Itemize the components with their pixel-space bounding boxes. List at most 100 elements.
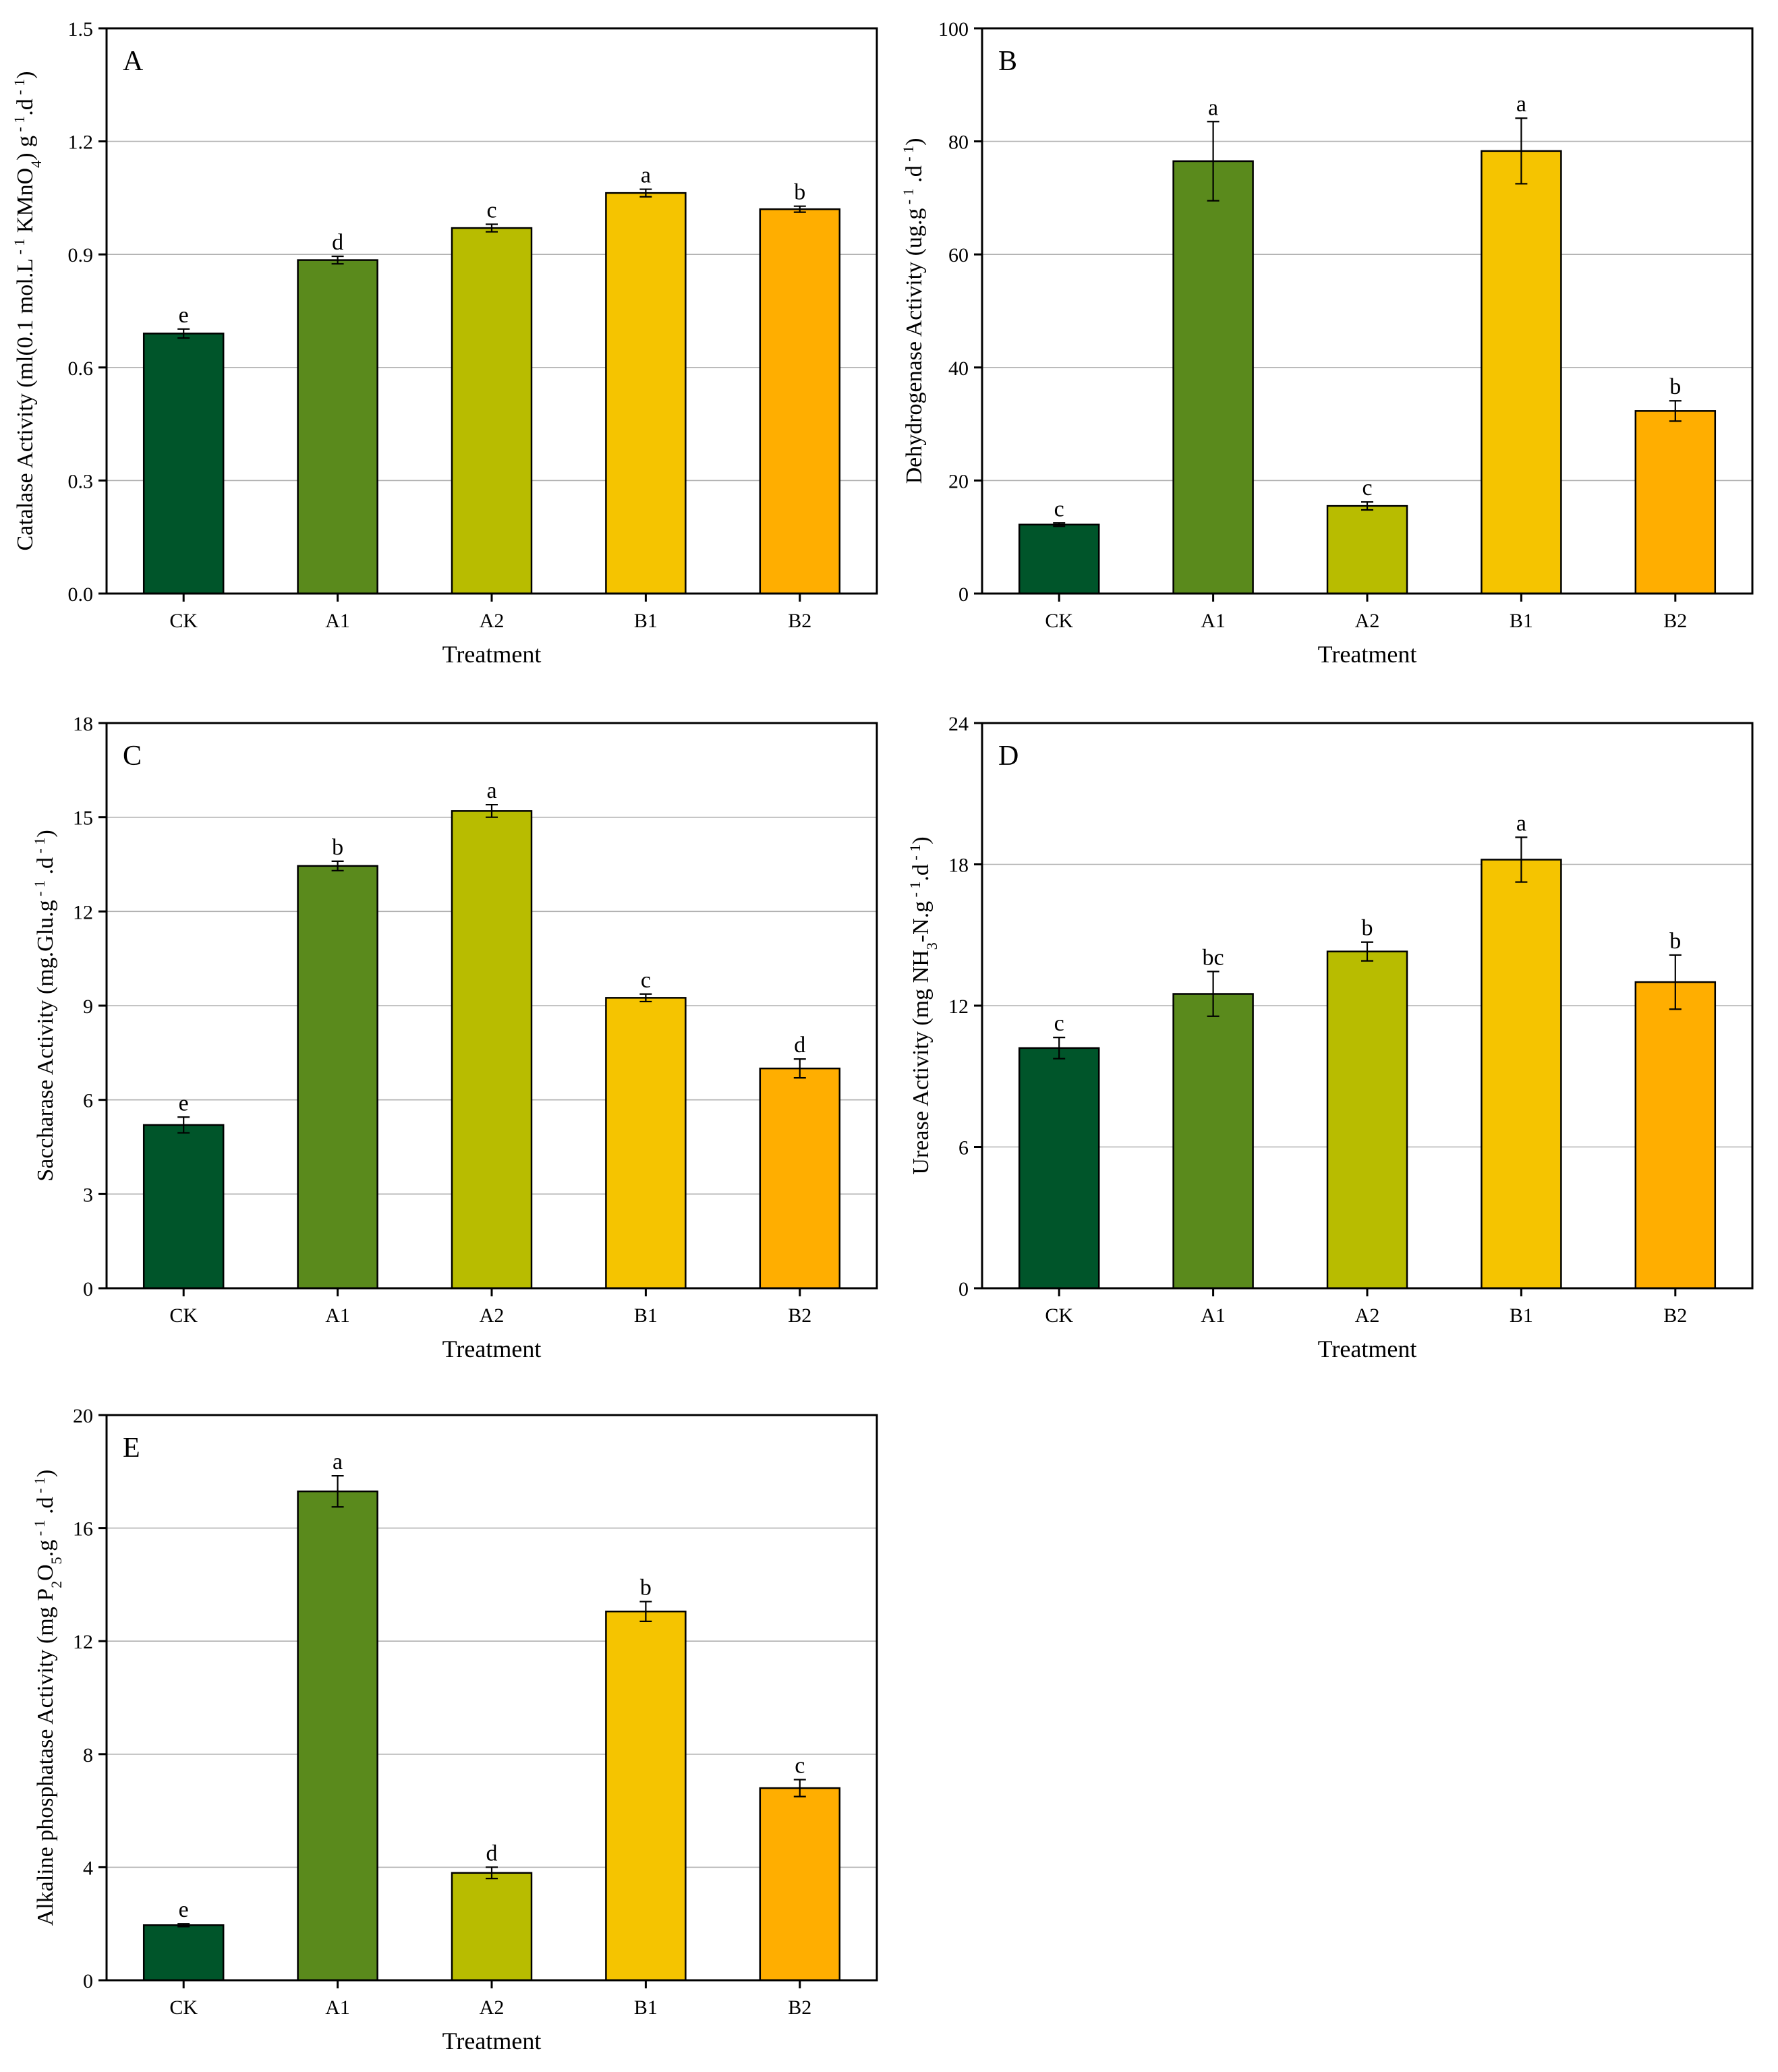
x-tick-label: A2 [480, 1996, 505, 2019]
y-tick-label: 8 [83, 1744, 93, 1766]
y-tick-label: 6 [83, 1090, 93, 1112]
significance-letter: c [1362, 476, 1372, 500]
significance-letter: a [641, 163, 651, 188]
x-tick-label: B2 [788, 1996, 811, 2019]
y-axis-label: Saccharase Activity (mg.Glu.g - 1 .d - 1… [31, 830, 59, 1181]
y-tick-label: 12 [73, 901, 93, 923]
bar-a1 [1172, 993, 1254, 1290]
bar-b1 [605, 1610, 687, 1982]
significance-letter: e [179, 303, 189, 328]
y-tick-label: 15 [73, 807, 93, 830]
significance-letter: c [641, 968, 651, 993]
x-tick-label: A1 [325, 1996, 350, 2019]
significance-letter: a [486, 778, 496, 803]
x-tick-label: CK [1045, 1304, 1073, 1327]
x-tick-label: B1 [634, 610, 658, 632]
y-ticks: 0.0 0.3 0.6 0.9 1.2 1.5 [68, 18, 107, 606]
bar-ck [1018, 523, 1100, 595]
y-tick-label: 0 [83, 1278, 93, 1300]
x-axis-label: Treatment [442, 1335, 542, 1362]
y-tick-label: 0 [958, 583, 969, 606]
x-axis-label: Treatment [442, 641, 542, 668]
x-tick-label: CK [1045, 610, 1073, 632]
y-tick-label: 0 [83, 1970, 93, 1992]
panel-e-alkaline-phosphatase: e a d b c 0 4 8 12 16 20 CK A1 A2 B1 B2 E Treatment A… [31, 1405, 878, 2054]
bar-ck [142, 1124, 225, 1290]
bar-a1 [1172, 160, 1254, 595]
x-tick-label: CK [169, 1304, 198, 1327]
y-tick-label: 0.3 [68, 470, 94, 492]
bars: e d c a b [142, 163, 841, 595]
bar-b1 [605, 997, 687, 1290]
y-ticks: 0 20 40 60 80 100 [938, 18, 982, 606]
y-tick-label: 3 [83, 1184, 93, 1206]
x-axis-label: Treatment [1318, 1335, 1417, 1362]
panel-b-dehydrogenase: c a c a b 0 20 40 60 80 100 CK A1 A2 B1 B2 B Treatmen… [900, 18, 1754, 668]
significance-letter: a [333, 1449, 343, 1474]
bar-b1 [605, 192, 687, 595]
panel-a-catalase: e d c a b 0.0 0.3 0.6 0.9 1.2 1.5 CK A1 A2 B1 B2 A Tr… [11, 18, 878, 668]
y-tick-label: 80 [948, 132, 969, 154]
significance-letter: b [1669, 374, 1681, 399]
y-tick-label: 6 [958, 1137, 969, 1159]
x-tick-label: B2 [788, 1304, 811, 1327]
bars: e b a c d [142, 778, 841, 1290]
significance-letter: b [640, 1576, 652, 1601]
x-tick-label: A1 [325, 1304, 350, 1327]
bar-a2 [451, 1872, 533, 1982]
x-ticks: CK A1 A2 B1 B2 [1045, 594, 1687, 632]
significance-letter: e [179, 1897, 189, 1922]
y-ticks: 0 4 8 12 16 20 [73, 1405, 107, 1992]
y-tick-label: 0 [958, 1278, 969, 1300]
bar-a2 [1326, 950, 1408, 1290]
y-tick-label: 20 [948, 470, 969, 492]
x-ticks: CK A1 A2 B1 B2 [169, 594, 811, 632]
y-ticks: 0 3 6 9 12 15 18 [73, 713, 107, 1300]
significance-letter: bc [1203, 945, 1224, 970]
y-axis-label: Dehydrogenase Activity (ug.g - 1 .d - 1) [900, 138, 927, 484]
y-tick-label: 18 [73, 713, 93, 735]
significance-letter: d [486, 1841, 498, 1866]
bar-b1 [1481, 150, 1562, 595]
significance-letter: c [1054, 496, 1064, 521]
panel-letter: E [123, 1433, 140, 1464]
x-tick-label: B1 [634, 1996, 658, 2019]
significance-letter: c [795, 1754, 805, 1779]
x-tick-label: B1 [634, 1304, 658, 1327]
x-axis-label: Treatment [442, 2027, 542, 2054]
bars: e a d b c [142, 1449, 841, 1982]
bar-a1 [297, 865, 378, 1290]
bar-b2 [759, 208, 841, 595]
x-tick-label: B1 [1510, 1304, 1533, 1327]
bar-ck [142, 333, 225, 595]
significance-letter: c [1054, 1011, 1064, 1036]
significance-letter: b [1669, 929, 1681, 954]
x-tick-label: CK [169, 610, 198, 632]
x-tick-label: A2 [480, 1304, 505, 1327]
significance-letter: c [486, 198, 496, 223]
panel-letter: D [998, 741, 1019, 772]
x-tick-label: B2 [1663, 1304, 1687, 1327]
panel-letter: A [123, 46, 144, 77]
y-axis-label: Catalase Activity (ml(0.1 mol.L - 1 KMnO… [11, 71, 45, 551]
bars: c a c a b [1018, 92, 1717, 595]
y-axis-label: Alkaline phosphatase Activity (mg P2O5.g… [31, 1470, 65, 1926]
y-tick-label: 0.6 [68, 357, 94, 380]
bar-a2 [1326, 505, 1408, 595]
y-ticks: 0 6 12 18 24 [948, 713, 982, 1300]
bar-ck [1018, 1047, 1100, 1290]
significance-letter: b [1362, 916, 1373, 941]
bar-ck [142, 1924, 225, 1982]
significance-letter: e [179, 1091, 189, 1116]
grid-lines [982, 140, 1752, 482]
x-tick-label: B1 [1510, 610, 1533, 632]
significance-letter: a [1516, 92, 1526, 117]
y-tick-label: 18 [948, 855, 969, 877]
x-tick-label: A1 [1201, 610, 1226, 632]
y-axis-label: Urease Activity (mg NH3-N.g - 1.d - 1) [907, 836, 940, 1174]
x-ticks: CK A1 A2 B1 B2 [169, 1980, 811, 2019]
significance-letter: b [794, 180, 805, 205]
bar-b2 [759, 1067, 841, 1290]
y-tick-label: 40 [948, 357, 969, 380]
